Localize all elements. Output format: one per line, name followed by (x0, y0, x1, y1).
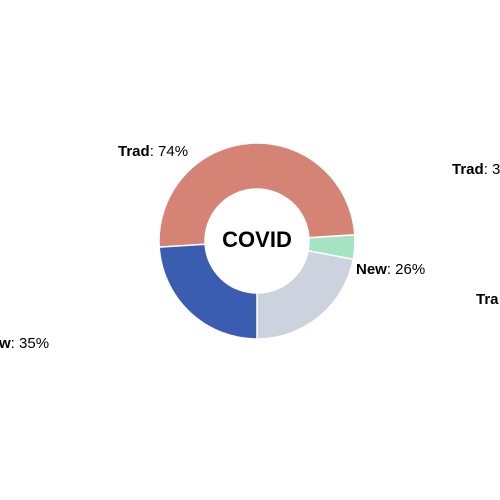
center-label: COVID (222, 227, 292, 252)
group-value: : 74% (150, 143, 188, 160)
group-name: New (356, 261, 387, 278)
label-name: Tra (476, 291, 499, 308)
label-value: : 35% (11, 335, 49, 352)
donut-segment (158, 243, 258, 340)
donut (158, 142, 356, 340)
group-label: Trad: 74% (118, 143, 188, 160)
label-value: : 3 (484, 161, 500, 178)
clipped-label: Tra (476, 291, 499, 308)
group-name: Trad (118, 143, 150, 160)
label-name: w (0, 335, 11, 352)
label-name: Trad (452, 161, 484, 178)
donut-segment (256, 249, 355, 340)
donut-segment (158, 142, 356, 248)
group-value: : 26% (387, 261, 425, 278)
clipped-label: w: 35% (0, 335, 49, 352)
group-label: New: 26% (356, 261, 425, 278)
clipped-label: Trad: 3 (452, 161, 500, 178)
